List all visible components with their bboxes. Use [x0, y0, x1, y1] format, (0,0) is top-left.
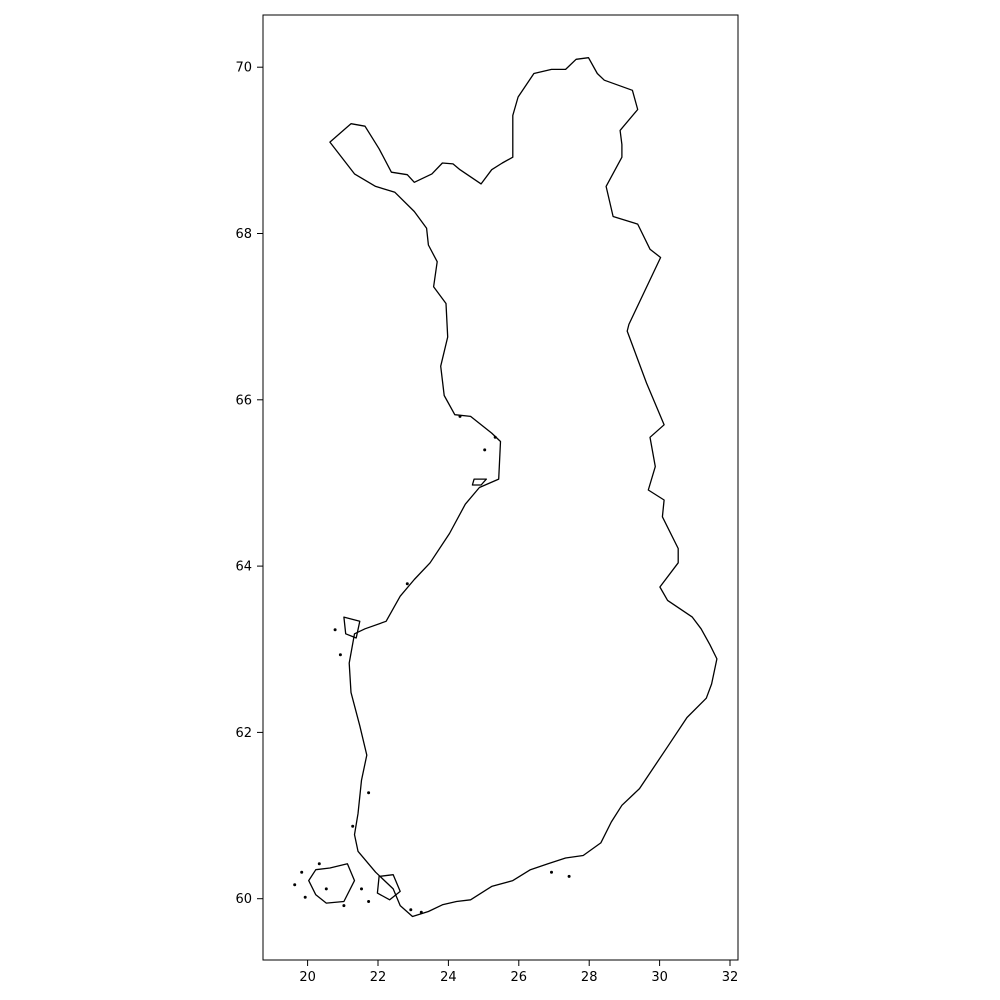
y-tick-64: 64	[235, 560, 263, 575]
y-tick-label: 66	[235, 393, 252, 408]
islet-marker	[483, 448, 487, 452]
island-outline	[343, 616, 361, 639]
x-tick-label: 30	[651, 970, 668, 985]
x-tick-20: 20	[299, 960, 316, 985]
y-tick-label: 70	[235, 61, 252, 76]
islet-marker	[324, 887, 328, 891]
islet-marker	[342, 904, 346, 908]
y-tick-60: 60	[235, 892, 263, 907]
x-tick-label: 26	[511, 970, 528, 985]
x-tick-label: 22	[370, 970, 387, 985]
islet-marker	[567, 874, 571, 878]
y-axis: 60 62 64 66 68 70	[235, 61, 263, 907]
x-tick-label: 20	[299, 970, 316, 985]
islet-marker	[303, 895, 307, 899]
islet-marker	[493, 435, 497, 439]
islet-marker	[351, 824, 355, 828]
axes-frame	[262, 14, 739, 961]
islet-marker	[300, 870, 304, 874]
map-plot-area	[293, 57, 718, 918]
islet-marker	[405, 582, 409, 586]
island-outline	[376, 874, 401, 901]
islet-marker	[458, 414, 462, 418]
y-tick-label: 64	[235, 560, 252, 575]
islet-marker	[293, 883, 297, 887]
y-tick-62: 62	[235, 726, 263, 741]
x-tick-28: 28	[581, 960, 598, 985]
islet-marker	[359, 887, 363, 891]
y-tick-label: 68	[235, 227, 252, 242]
islet-marker	[338, 653, 342, 657]
x-tick-label: 32	[722, 970, 739, 985]
islet-marker	[409, 908, 413, 912]
y-tick-label: 60	[235, 892, 252, 907]
x-tick-24: 24	[440, 960, 457, 985]
island-outline	[308, 863, 356, 904]
x-tick-label: 28	[581, 970, 598, 985]
islet-marker	[367, 899, 371, 903]
islet-marker	[549, 870, 553, 874]
y-tick-label: 62	[235, 726, 252, 741]
y-tick-66: 66	[235, 393, 263, 408]
x-tick-22: 22	[370, 960, 387, 985]
x-tick-32: 32	[722, 960, 739, 985]
islet-marker	[333, 628, 337, 632]
x-tick-26: 26	[511, 960, 528, 985]
x-axis: 20 22 24 26 28 30 32	[299, 960, 738, 985]
islet-marker	[419, 910, 423, 914]
islet-marker	[367, 791, 371, 795]
islet-marker	[317, 862, 321, 866]
island-outline	[471, 478, 488, 486]
x-tick-label: 24	[440, 970, 457, 985]
y-tick-70: 70	[235, 61, 263, 76]
x-tick-30: 30	[651, 960, 668, 985]
finland-mainland-outline	[329, 57, 718, 918]
y-tick-68: 68	[235, 227, 263, 242]
